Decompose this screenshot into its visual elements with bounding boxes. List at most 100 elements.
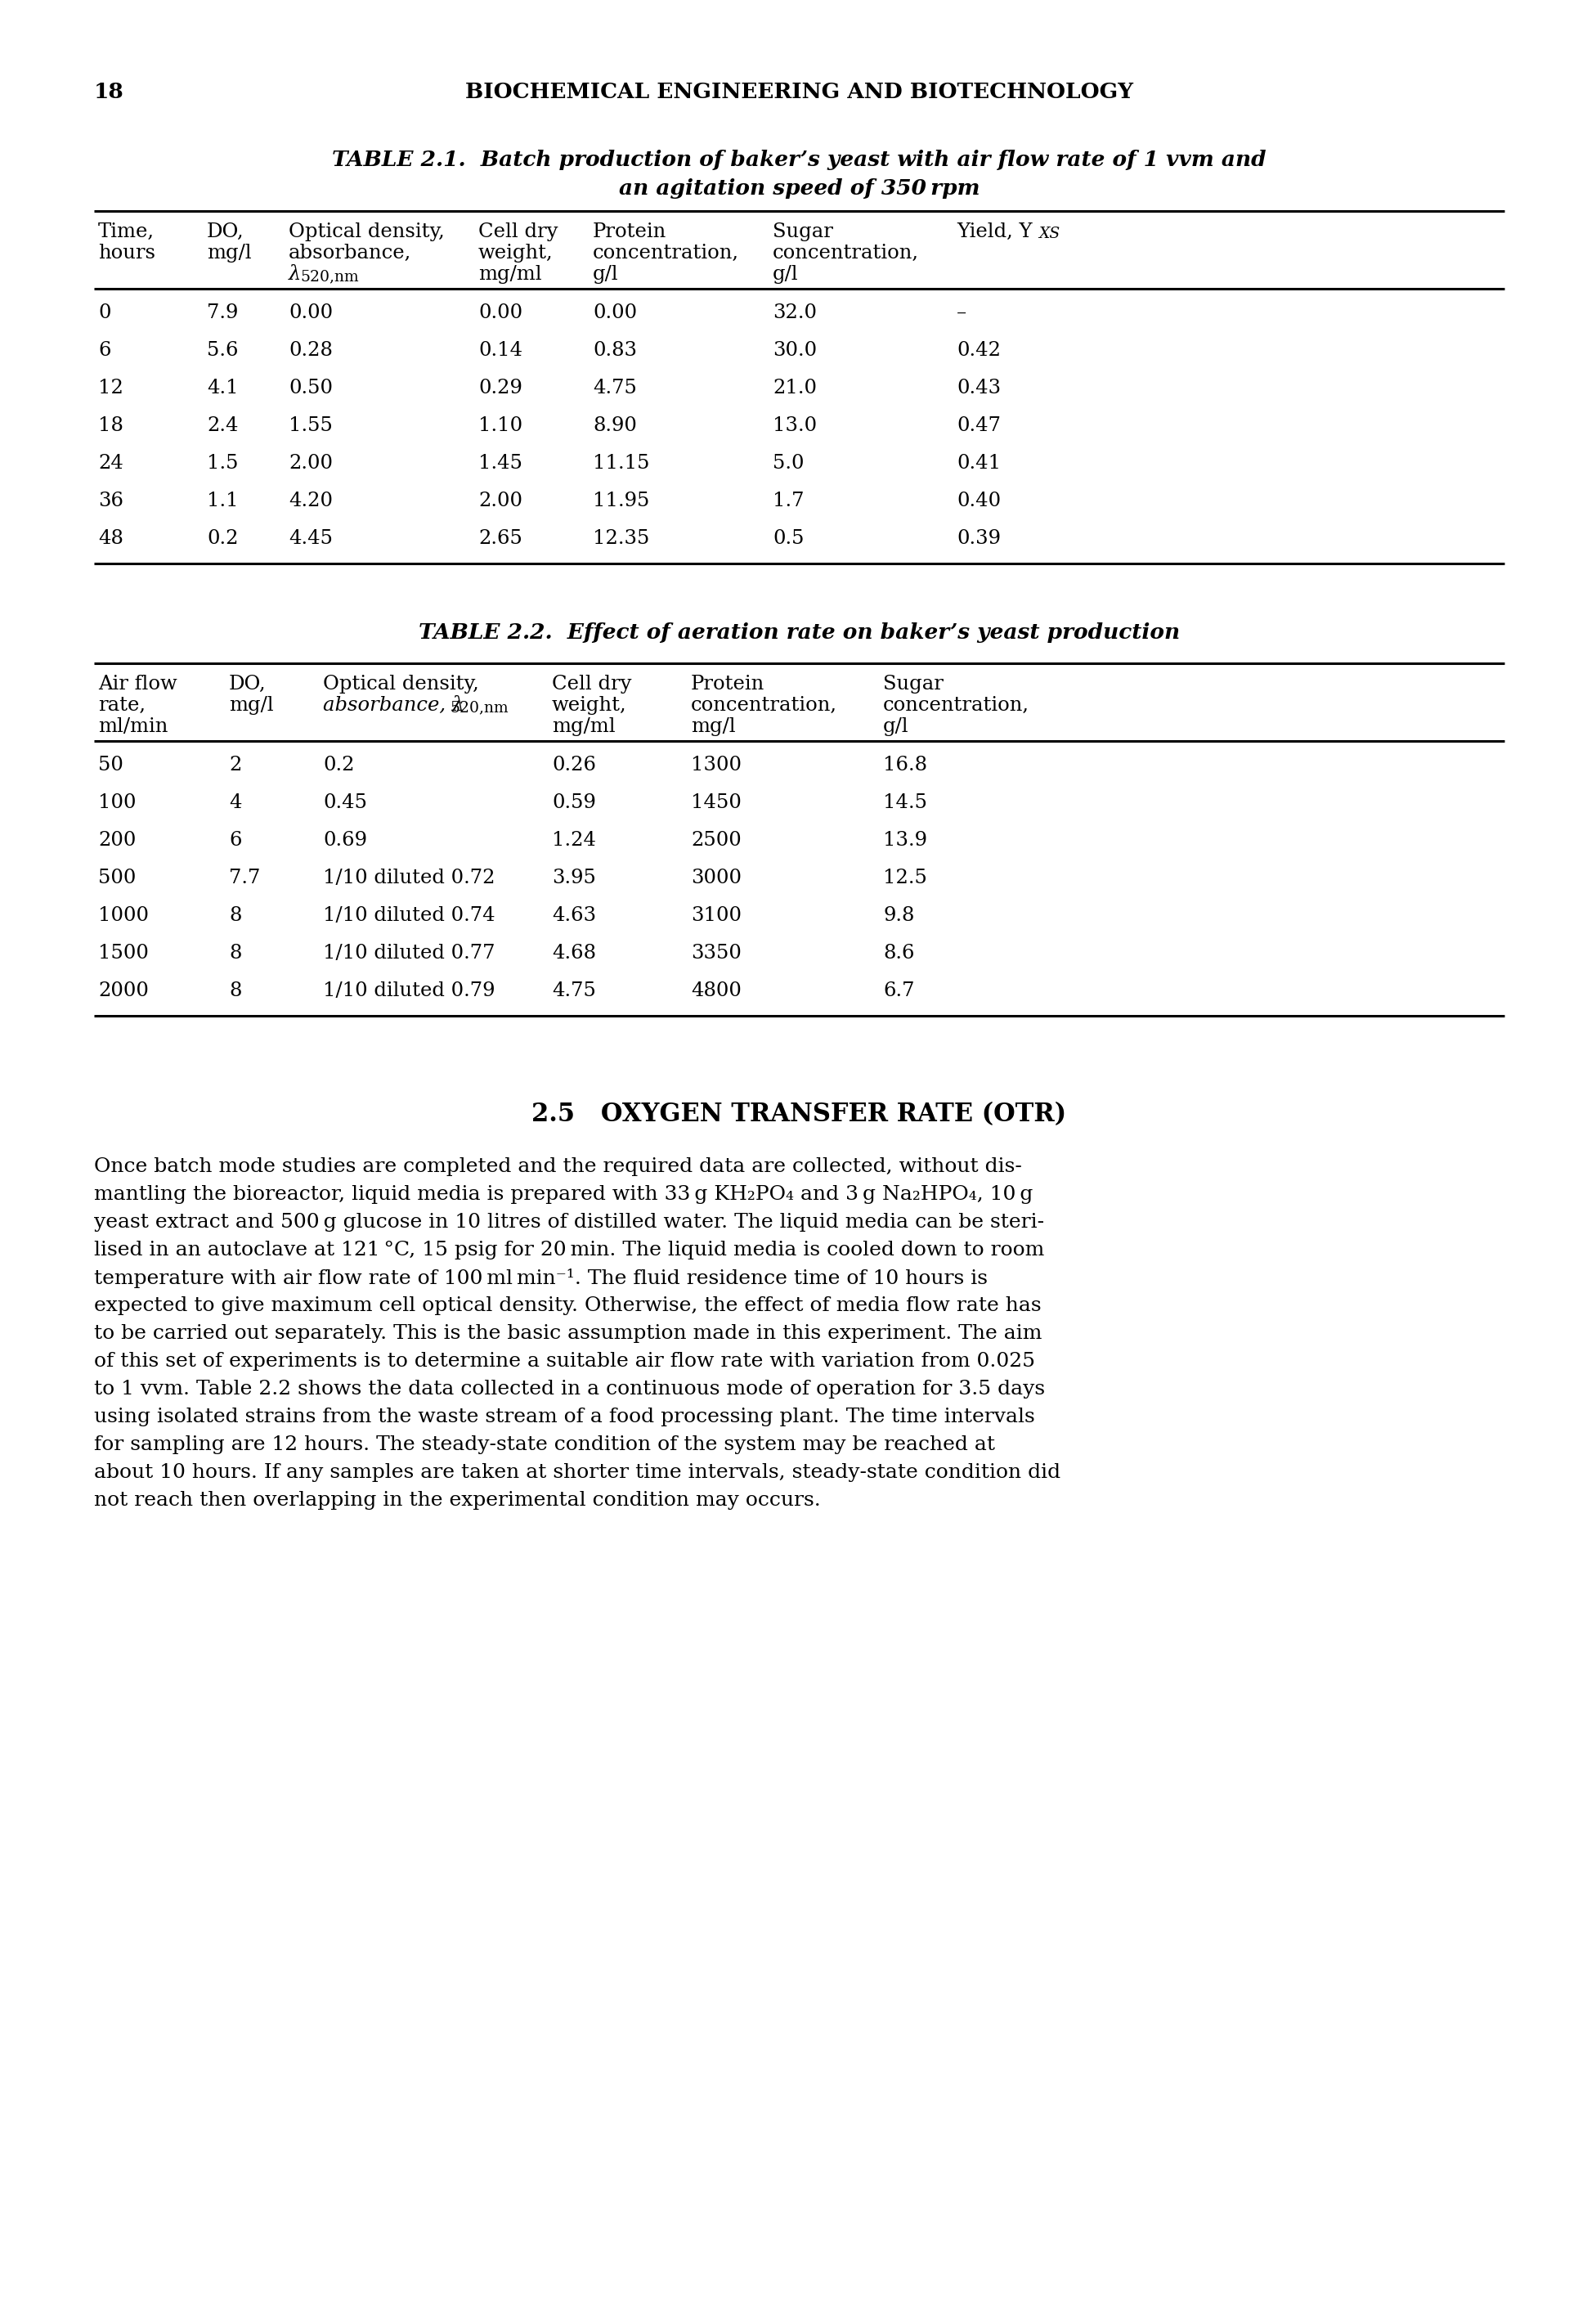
Text: 48: 48 xyxy=(97,528,123,547)
Text: 4.20: 4.20 xyxy=(289,491,334,510)
Text: to 1 vvm. Table 2.2 shows the data collected in a continuous mode of operation f: to 1 vvm. Table 2.2 shows the data colle… xyxy=(94,1379,1045,1399)
Text: Yield, Y: Yield, Y xyxy=(956,222,1033,241)
Text: 5.0: 5.0 xyxy=(772,454,804,473)
Text: 2.65: 2.65 xyxy=(479,528,522,547)
Text: 1.55: 1.55 xyxy=(289,417,332,436)
Text: 13.0: 13.0 xyxy=(772,417,817,436)
Text: 5.6: 5.6 xyxy=(207,341,238,359)
Text: 16.8: 16.8 xyxy=(883,755,927,774)
Text: Optical density,: Optical density, xyxy=(289,222,445,241)
Text: yeast extract and 500 g glucose in 10 litres of distilled water. The liquid medi: yeast extract and 500 g glucose in 10 li… xyxy=(94,1212,1044,1233)
Text: 3100: 3100 xyxy=(691,906,742,924)
Text: 1.10: 1.10 xyxy=(479,417,522,436)
Text: 520,nm: 520,nm xyxy=(300,269,359,283)
Text: XS: XS xyxy=(1039,227,1060,241)
Text: TABLE 2.2.  Effect of aeration rate on baker’s yeast production: TABLE 2.2. Effect of aeration rate on ba… xyxy=(418,623,1179,642)
Text: 12.35: 12.35 xyxy=(592,528,650,547)
Text: Optical density,: Optical density, xyxy=(322,674,479,693)
Text: not reach then overlapping in the experimental condition may occurs.: not reach then overlapping in the experi… xyxy=(94,1490,820,1511)
Text: 6.7: 6.7 xyxy=(883,982,915,1001)
Text: concentration,: concentration, xyxy=(883,695,1029,716)
Text: 18: 18 xyxy=(97,417,123,436)
Text: 7.9: 7.9 xyxy=(207,304,238,322)
Text: 8.6: 8.6 xyxy=(883,943,915,962)
Text: 0.83: 0.83 xyxy=(592,341,637,359)
Text: 2.00: 2.00 xyxy=(289,454,334,473)
Text: 9.8: 9.8 xyxy=(883,906,915,924)
Text: g/l: g/l xyxy=(772,264,798,283)
Text: Protein: Protein xyxy=(592,222,667,241)
Text: 11.95: 11.95 xyxy=(592,491,650,510)
Text: expected to give maximum cell optical density. Otherwise, the effect of media fl: expected to give maximum cell optical de… xyxy=(94,1295,1041,1316)
Text: 2.5   OXYGEN TRANSFER RATE (OTR): 2.5 OXYGEN TRANSFER RATE (OTR) xyxy=(531,1101,1066,1126)
Text: 4.45: 4.45 xyxy=(289,528,334,547)
Text: 1300: 1300 xyxy=(691,755,742,774)
Text: to be carried out separately. This is the basic assumption made in this experime: to be carried out separately. This is th… xyxy=(94,1323,1042,1344)
Text: mg/ml: mg/ml xyxy=(552,718,616,737)
Text: 1/10 diluted 0.72: 1/10 diluted 0.72 xyxy=(322,869,495,887)
Text: 2500: 2500 xyxy=(691,832,742,850)
Text: DO,: DO, xyxy=(228,674,267,693)
Text: mg/l: mg/l xyxy=(228,695,273,716)
Text: 1.7: 1.7 xyxy=(772,491,804,510)
Text: 13.9: 13.9 xyxy=(883,832,927,850)
Text: 1/10 diluted 0.74: 1/10 diluted 0.74 xyxy=(322,906,495,924)
Text: 3.95: 3.95 xyxy=(552,869,595,887)
Text: rate,: rate, xyxy=(97,695,145,716)
Text: 0.00: 0.00 xyxy=(479,304,522,322)
Text: 0.2: 0.2 xyxy=(207,528,238,547)
Text: 2: 2 xyxy=(228,755,241,774)
Text: 4.1: 4.1 xyxy=(207,378,238,399)
Text: 50: 50 xyxy=(97,755,123,774)
Text: λ: λ xyxy=(289,264,302,283)
Text: Time,: Time, xyxy=(97,222,155,241)
Text: 1000: 1000 xyxy=(97,906,148,924)
Text: weight,: weight, xyxy=(479,243,554,262)
Text: 0.41: 0.41 xyxy=(956,454,1001,473)
Text: 4.75: 4.75 xyxy=(552,982,595,1001)
Text: 520,nm: 520,nm xyxy=(450,700,508,716)
Text: 4: 4 xyxy=(228,792,241,813)
Text: 1.24: 1.24 xyxy=(552,832,595,850)
Text: ml/min: ml/min xyxy=(97,718,168,737)
Text: 6: 6 xyxy=(97,341,110,359)
Text: 0.40: 0.40 xyxy=(956,491,1001,510)
Text: 1.1: 1.1 xyxy=(207,491,238,510)
Text: 0.14: 0.14 xyxy=(479,341,522,359)
Text: 3000: 3000 xyxy=(691,869,742,887)
Text: 18: 18 xyxy=(94,81,124,102)
Text: 0.39: 0.39 xyxy=(956,528,1001,547)
Text: DO,: DO, xyxy=(207,222,244,241)
Text: of this set of experiments is to determine a suitable air flow rate with variati: of this set of experiments is to determi… xyxy=(94,1351,1036,1372)
Text: Sugar: Sugar xyxy=(772,222,833,241)
Text: absorbance,: absorbance, xyxy=(289,243,412,262)
Text: 200: 200 xyxy=(97,832,136,850)
Text: mg/l: mg/l xyxy=(691,718,736,737)
Text: absorbance, λ: absorbance, λ xyxy=(322,695,464,716)
Text: 4.63: 4.63 xyxy=(552,906,597,924)
Text: BIOCHEMICAL ENGINEERING AND BIOTECHNOLOGY: BIOCHEMICAL ENGINEERING AND BIOTECHNOLOG… xyxy=(464,81,1133,102)
Text: concentration,: concentration, xyxy=(592,243,739,262)
Text: Air flow: Air flow xyxy=(97,674,177,693)
Text: 0.47: 0.47 xyxy=(956,417,1001,436)
Text: 1/10 diluted 0.79: 1/10 diluted 0.79 xyxy=(322,982,495,1001)
Text: mg/ml: mg/ml xyxy=(479,264,541,283)
Text: 0.00: 0.00 xyxy=(289,304,334,322)
Text: 21.0: 21.0 xyxy=(772,378,817,399)
Text: 7.7: 7.7 xyxy=(228,869,260,887)
Text: Cell dry: Cell dry xyxy=(479,222,559,241)
Text: 0.00: 0.00 xyxy=(592,304,637,322)
Text: 32.0: 32.0 xyxy=(772,304,817,322)
Text: mantling the bioreactor, liquid media is prepared with 33 g KH₂PO₄ and 3 g Na₂HP: mantling the bioreactor, liquid media is… xyxy=(94,1184,1033,1205)
Text: Once batch mode studies are completed and the required data are collected, witho: Once batch mode studies are completed an… xyxy=(94,1156,1021,1177)
Text: 0.59: 0.59 xyxy=(552,792,595,813)
Text: g/l: g/l xyxy=(883,718,908,737)
Text: concentration,: concentration, xyxy=(772,243,919,262)
Text: 36: 36 xyxy=(97,491,123,510)
Text: 0.28: 0.28 xyxy=(289,341,332,359)
Text: –: – xyxy=(956,304,967,322)
Text: Cell dry: Cell dry xyxy=(552,674,632,693)
Text: 0.50: 0.50 xyxy=(289,378,334,399)
Text: 1.45: 1.45 xyxy=(479,454,522,473)
Text: 3350: 3350 xyxy=(691,943,742,962)
